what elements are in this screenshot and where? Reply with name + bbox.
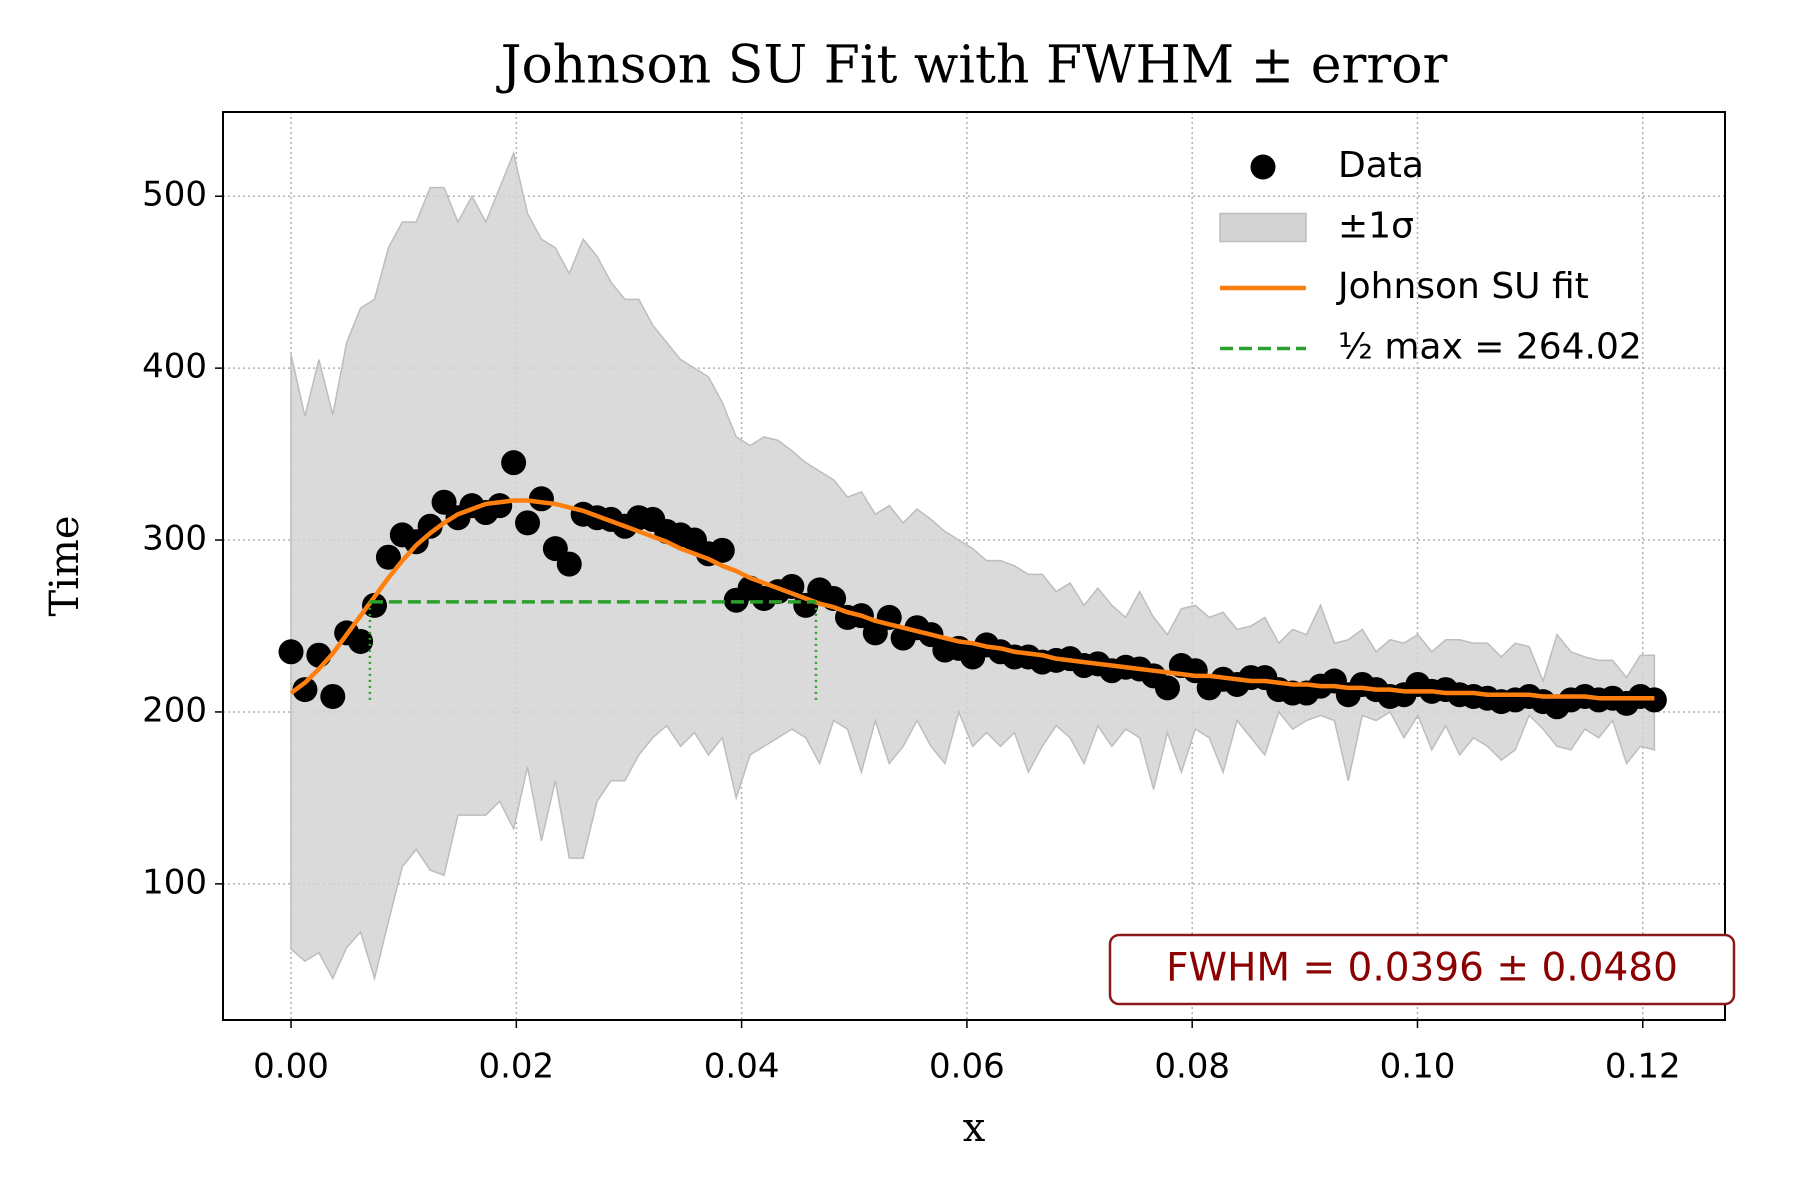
- y-tick-label: 200: [142, 690, 207, 730]
- x-tick-label: 0.06: [929, 1047, 1005, 1087]
- data-point: [709, 537, 735, 563]
- data-point: [501, 450, 527, 476]
- chart-title: Johnson SU Fit with FWHM ± error: [496, 36, 1448, 96]
- data-point: [515, 510, 541, 536]
- y-tick-label: 500: [142, 175, 207, 215]
- legend-label: ±1σ: [1338, 206, 1414, 247]
- fit-line: [289, 498, 1655, 701]
- legend-label: ½ max = 264.02: [1338, 327, 1642, 368]
- data-point: [487, 493, 513, 519]
- x-tick-label: 0.00: [253, 1047, 329, 1087]
- data-point: [278, 639, 304, 665]
- y-tick-label: 300: [142, 519, 207, 559]
- annotation: FWHM = 0.0396 ± 0.0480: [1166, 946, 1678, 991]
- legend-label: Data: [1338, 145, 1424, 186]
- data-point: [556, 551, 582, 577]
- x-axis-label: x: [963, 1105, 986, 1151]
- y-tick-label: 100: [142, 862, 207, 902]
- data-point: [375, 544, 401, 570]
- error-band: [290, 150, 1656, 982]
- data-point: [417, 513, 443, 539]
- data-point: [348, 628, 374, 654]
- data-point: [528, 486, 554, 512]
- data-point: [362, 592, 388, 618]
- x-tick-label: 0.08: [1154, 1047, 1230, 1087]
- annotation-box: [1108, 933, 1736, 1006]
- legend-marker: [1219, 212, 1307, 243]
- data-point: [320, 683, 346, 709]
- x-tick-label: 0.04: [704, 1047, 780, 1087]
- y-tick-label: 400: [142, 347, 207, 387]
- data-point: [1154, 675, 1180, 701]
- data-point: [306, 642, 332, 668]
- legend-marker: [1250, 154, 1276, 180]
- plot-frame: [222, 111, 1726, 1021]
- legend-label: Johnson SU fit: [1336, 266, 1589, 307]
- y-axis-label: Time: [42, 515, 88, 616]
- x-tick-label: 0.02: [478, 1047, 554, 1087]
- x-tick-label: 0.10: [1380, 1047, 1456, 1087]
- data-point: [292, 677, 318, 703]
- x-tick-label: 0.12: [1605, 1047, 1681, 1087]
